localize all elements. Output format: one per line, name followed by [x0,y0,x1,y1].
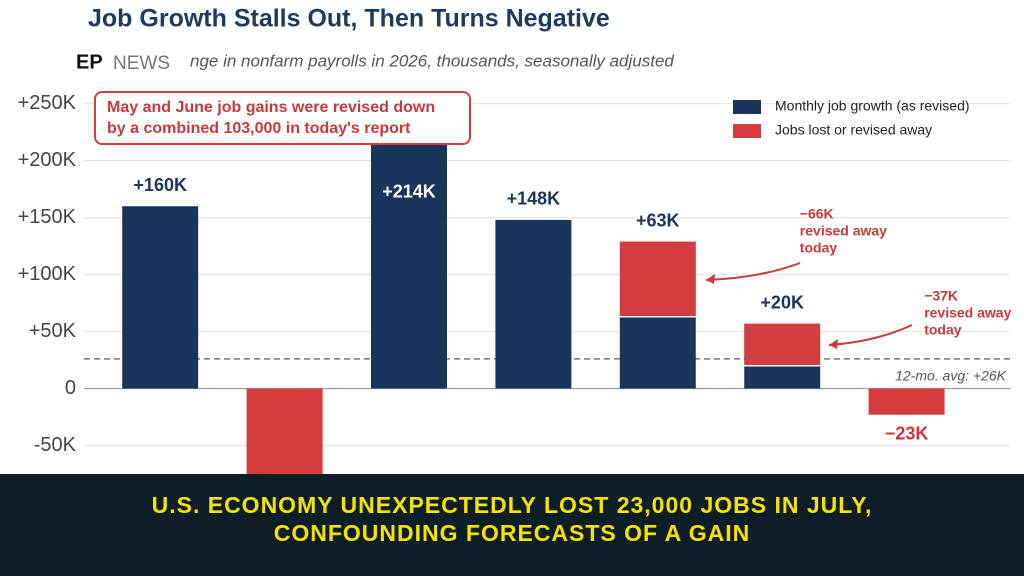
headline: U.S. ECONOMY UNEXPECTEDLY LOST 23,000 JO… [152,492,873,518]
value-label: −23K [885,423,929,443]
legend-swatch [733,100,761,114]
bar-segment [619,241,696,317]
arrowhead [829,339,838,349]
bar-segment [619,316,696,389]
logo-bg [72,46,186,78]
y-tick-label: +200K [18,149,77,171]
headline: CONFOUNDING FORECASTS OF A GAIN [274,520,751,546]
legend-label: Jobs lost or revised away [775,122,932,138]
note-box [94,91,471,145]
chart-title: Job Growth Stalls Out, Then Turns Negati… [88,5,610,33]
callout-text: today [800,239,838,255]
callout-value: −66K [800,205,834,221]
note-text: May and June job gains were revised down [107,99,435,116]
bar-segment [744,365,821,389]
bar-segment [495,219,572,389]
value-label: +63K [636,210,680,230]
logo-name: NEWS [113,53,170,74]
chart-subtitle: nge in nonfarm payrolls in 2026, thousan… [190,51,674,70]
arrowhead [706,274,715,284]
reference-label: 12-mo. avg: +26K [895,368,1007,384]
y-tick-label: +50K [29,320,77,342]
y-tick-label: +100K [18,263,77,285]
callout-arrow [828,324,913,346]
note-text: by a combined 103,000 in today's report [107,120,411,137]
bar-segment [868,388,945,415]
headline-banner [0,474,1024,576]
bar-segment [371,144,447,389]
callout-arrow [705,262,801,281]
legend-swatch [733,124,761,138]
callout-value: −37K [924,287,958,303]
legend-label: Monthly job growth (as revised) [775,98,970,114]
y-tick-label: -50K [34,434,77,456]
y-tick-label: +250K [18,92,77,114]
value-label: +214K [382,181,436,201]
y-tick-label: 0 [65,377,76,399]
bar-segment [122,206,199,389]
callout-text: today [924,321,962,337]
y-tick-label: +150K [18,206,77,228]
callout-text: revised away [800,222,887,238]
bar-segment [744,323,821,366]
logo-mark: EP [76,51,103,73]
value-label: +160K [133,175,187,195]
bar-segment [246,388,323,480]
value-label: +20K [760,292,804,312]
plot: -50K 0 +50K +100K +150K +200K +250K 12-mo. avg:… [18,92,1012,480]
callout-text: revised away [924,304,1011,320]
value-label: +148K [507,189,561,209]
